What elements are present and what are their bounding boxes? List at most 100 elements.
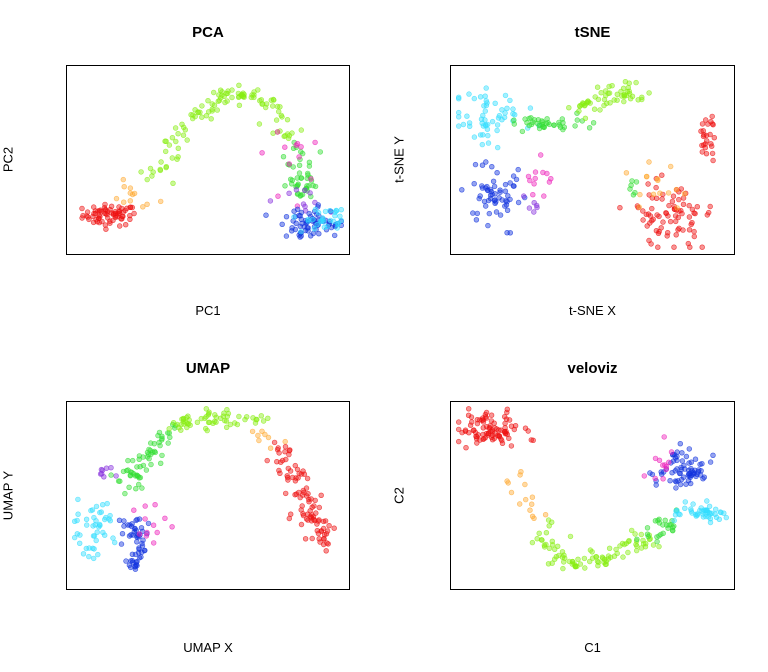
data-point-blue [507,230,513,236]
data-point-green_yellow [638,531,645,538]
plot-frame [66,65,350,255]
data-point-red [676,196,682,203]
data-point-green_yellow [251,94,257,101]
data-point-green_yellow [260,101,266,107]
data-point-red [485,430,491,437]
data-point-green_yellow [622,79,629,85]
data-point-green_yellow [236,102,243,108]
data-point-green_yellow [236,82,242,88]
data-point-red [659,196,665,202]
data-point-cyan [318,218,325,224]
data-point-green_yellow [179,121,185,127]
data-point-green_yellow [270,130,276,136]
data-point-orange [636,204,642,210]
data-point-cyan [104,500,110,507]
data-point-green_yellow [554,543,561,550]
data-point-red [131,210,137,217]
data-point-green [671,523,677,529]
data-point-green_yellow [158,159,164,165]
data-point-orange [522,496,529,503]
data-point-blue [679,458,686,464]
data-point-green_yellow [567,533,574,540]
data-point-blue [677,481,684,488]
data-point-red [323,548,329,554]
data-point-green_yellow [218,415,224,421]
data-point-blue [683,453,690,460]
data-point-red [324,540,330,546]
data-point-green [306,163,313,169]
data-point-red [488,412,495,418]
data-point-red [275,445,281,451]
data-point-red [305,517,311,523]
data-point-red [287,468,294,474]
data-point-green [135,473,141,480]
data-point-red [455,438,462,445]
data-point-green [135,481,142,488]
data-point-cyan [502,92,509,99]
data-point-green_yellow [214,107,221,113]
data-point-green [108,472,114,478]
data-point-red [699,244,705,250]
data-point-green [125,457,131,464]
data-point-cyan [106,516,112,522]
data-point-cyan [706,503,713,510]
data-point-blue [491,183,498,190]
data-point-cyan [93,503,100,510]
data-point-red [680,201,687,208]
data-point-magenta [666,459,672,465]
data-point-magenta [294,140,301,147]
data-point-green_yellow [582,115,589,121]
data-point-green [129,457,136,464]
data-point-cyan [496,112,503,119]
data-point-green_yellow [205,97,211,104]
data-point-red [709,150,716,157]
data-point-green_yellow [633,538,640,544]
plot-area-tsne [450,65,735,255]
data-point-cyan [524,125,531,131]
data-point-red [284,473,290,479]
data-point-magenta [652,475,658,482]
data-point-green [159,452,165,459]
data-point-red [321,532,328,538]
data-point-green [165,430,171,436]
data-point-green_yellow [591,106,598,112]
data-point-orange [508,489,515,496]
data-point-red [462,428,469,435]
data-point-red [129,204,136,211]
data-point-green_yellow [606,545,613,552]
data-point-green [670,527,676,534]
data-point-green_yellow [270,103,276,109]
data-point-magenta [537,152,544,158]
data-point-green_yellow [256,121,263,127]
data-point-cyan [502,110,508,116]
data-point-orange [655,177,661,184]
data-point-green [143,467,150,473]
data-point-cyan [95,551,101,558]
data-point-green [660,522,666,528]
data-point-green_yellow [203,112,210,119]
data-point-orange [127,198,134,204]
data-point-green_yellow [211,89,217,96]
data-point-cyan [477,132,484,138]
data-point-magenta [652,455,659,462]
data-point-blue [477,193,483,199]
data-point-green_yellow [635,97,641,103]
data-point-green [662,517,668,524]
data-point-red [298,521,305,528]
chart-title: tSNE [574,24,611,41]
data-point-red [504,406,510,413]
data-point-green_yellow [606,83,612,90]
data-point-green_yellow [632,531,638,537]
data-point-green_yellow [650,542,657,548]
data-point-cyan [480,112,486,119]
data-point-red [502,420,508,427]
data-point-magenta [150,540,157,546]
data-point-red [508,443,515,449]
data-point-green_yellow [150,169,156,175]
data-point-blue [649,471,656,478]
data-point-red [107,220,113,226]
data-point-green [297,193,304,199]
data-point-cyan [314,222,320,228]
data-point-green [140,454,146,460]
data-point-green [288,176,294,183]
